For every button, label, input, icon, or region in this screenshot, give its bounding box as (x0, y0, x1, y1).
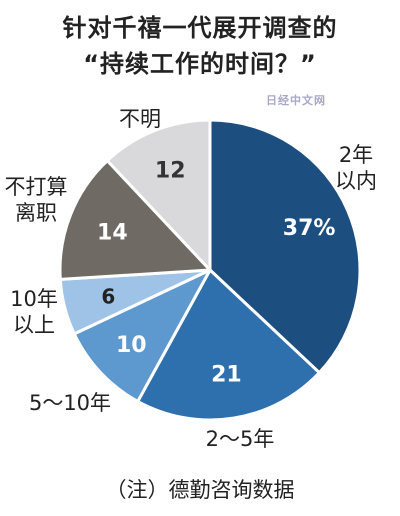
pie-slice-0 (208, 118, 362, 375)
slice-value-label-5: 12 (155, 159, 186, 184)
pie-slice-1 (136, 268, 321, 422)
chart-title-line-2: “持续工作的时间？” (83, 50, 317, 78)
slice-category-label-0-1: 以内 (335, 169, 377, 193)
slice-value-label-4: 14 (97, 220, 128, 245)
slice-value-label-1: 21 (211, 363, 242, 388)
slice-value-label-3: 6 (101, 284, 115, 308)
slice-category-label-1-0: 2～5年 (206, 427, 275, 451)
pie-slice-5 (105, 118, 212, 272)
chart-title-line-1: 针对千禧一代展开调查的 (62, 14, 338, 42)
slice-category-label-2-0: 5～10年 (29, 391, 111, 415)
source-note: （注）德勤咨询数据 (105, 478, 295, 502)
pie-slice-2 (72, 268, 212, 403)
slice-category-label-4-0: 不打算 (5, 175, 68, 199)
slice-value-label-0: 37% (283, 216, 336, 241)
slice-category-label-5-0: 不明 (119, 107, 161, 131)
pie-slice-4 (58, 159, 212, 281)
slice-category-label-4-1: 离职 (15, 201, 57, 225)
slice-category-label-3-0: 10年 (10, 287, 58, 311)
slice-category-label-0-0: 2年 (339, 143, 373, 167)
slice-category-label-3-1: 以上 (13, 313, 55, 337)
slice-value-label-2: 10 (116, 333, 147, 358)
watermark-logo: 日经中文网 (266, 94, 326, 107)
